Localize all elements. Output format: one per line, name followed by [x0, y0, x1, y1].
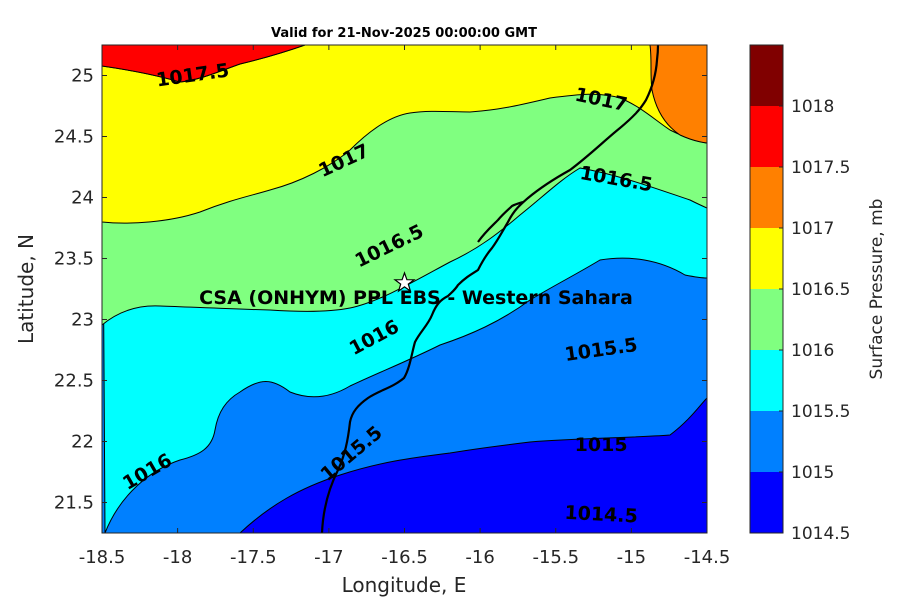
- y-tick-label: 25: [71, 66, 94, 87]
- colorbar-tick-label: 1017.5: [791, 158, 850, 178]
- colorbar-swatch: [750, 472, 783, 533]
- x-tick-label: -18: [163, 547, 192, 568]
- colorbar-tick-label: 1014.5: [791, 524, 850, 544]
- x-tick-label: -15: [617, 547, 646, 568]
- colorbar-swatch: [750, 167, 783, 228]
- y-tick-label: 24.5: [54, 127, 94, 148]
- contour-label: 1014.5: [564, 502, 638, 528]
- coastline-peninsula: [477, 200, 524, 243]
- contour-label: 1015: [575, 434, 628, 456]
- site-label: CSA (ONHYM) PPL EBS - Western Sahara: [199, 287, 633, 309]
- colorbar-tick-label: 1016: [791, 341, 834, 361]
- band-1017-5-fill: [102, 45, 306, 83]
- band-1016-5-fill: [102, 45, 707, 224]
- colorbar: [749, 44, 784, 534]
- band-1017-east-fill: [649, 45, 707, 144]
- x-tick-label: -15.5: [532, 547, 579, 568]
- x-tick-label: -14.5: [684, 547, 731, 568]
- colorbar-swatch: [750, 45, 783, 106]
- coastline: [320, 45, 660, 533]
- colorbar-swatch: [750, 411, 783, 472]
- figure-title: Valid for 21-Nov-2025 00:00:00 GMT: [271, 26, 537, 41]
- y-tick-label: 23: [71, 310, 94, 331]
- x-axis-label: Longitude, E: [342, 573, 467, 597]
- x-tick-label: -16.5: [381, 547, 428, 568]
- colorbar-swatch: [750, 350, 783, 411]
- colorbar-ticks: 1014.5 1015 1015.5 1016 1016.5 1017 1017.5 1018: [779, 97, 850, 544]
- colorbar-tick-label: 1016.5: [791, 280, 850, 300]
- x-tick-label: -18.5: [79, 547, 126, 568]
- colorbar-tick-label: 1018: [791, 97, 834, 117]
- x-tick-label: -17: [314, 547, 343, 568]
- x-axis-ticks: -18.5 -18 -17.5 -17 -16.5 -16 -15.5 -15 -14.5: [79, 45, 731, 568]
- y-axis-ticks: 21.5 22 22.5 23 23.5 24 24.5 25: [54, 66, 707, 514]
- colorbar-tick-label: 1015.5: [791, 402, 850, 422]
- y-axis-label: Latitude, N: [14, 234, 38, 344]
- colorbar-swatch: [750, 228, 783, 289]
- colorbar-label: Surface Pressure, mb: [867, 199, 887, 380]
- x-tick-label: -16: [465, 547, 494, 568]
- y-tick-label: 22.5: [54, 371, 94, 392]
- colorbar-swatch: [750, 289, 783, 350]
- x-tick-label: -17.5: [230, 547, 277, 568]
- site-marker-group: CSA (ONHYM) PPL EBS - Western Sahara: [199, 271, 633, 309]
- colorbar-tick-label: 1017: [791, 219, 834, 239]
- colorbar-tick-label: 1015: [791, 463, 834, 483]
- site-star-icon: [393, 271, 416, 293]
- y-tick-label: 21.5: [54, 493, 94, 514]
- y-tick-label: 24: [71, 188, 94, 209]
- colorbar-swatch: [750, 106, 783, 167]
- y-tick-label: 23.5: [54, 249, 94, 270]
- y-tick-label: 22: [71, 432, 94, 453]
- contour-fill-layer: [102, 45, 707, 533]
